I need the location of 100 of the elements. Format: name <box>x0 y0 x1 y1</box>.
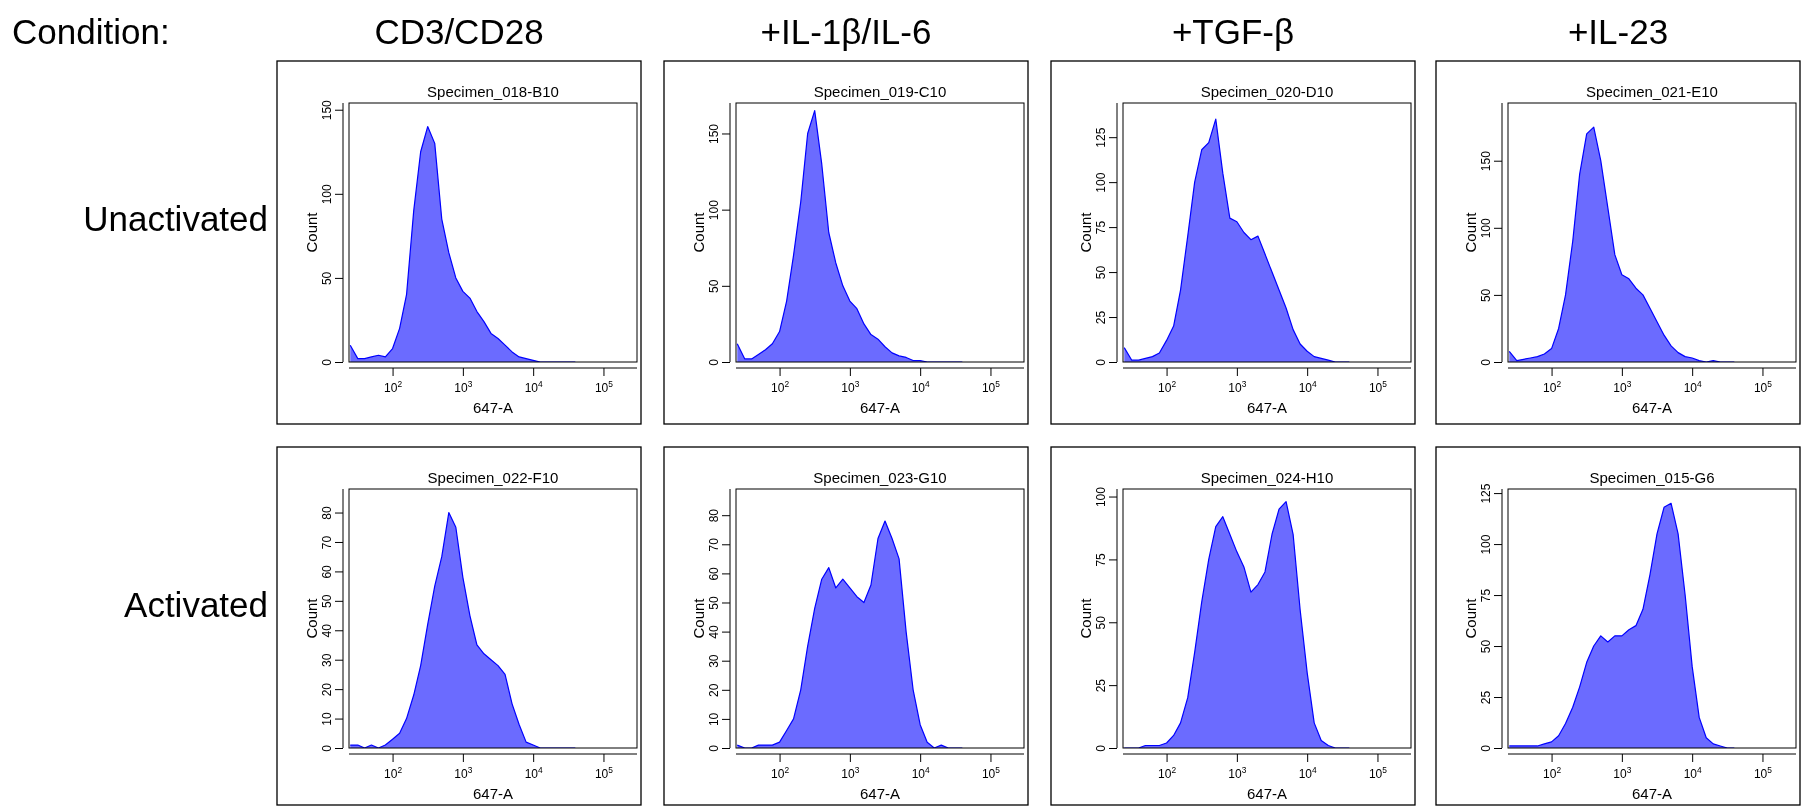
x-tick-label: 10$^{3}$ <box>1613 379 1632 395</box>
y-tick-label: 30 <box>320 653 334 667</box>
x-tick-label: 10$^{3}$ <box>1228 765 1247 781</box>
y-tick-label: 70 <box>707 537 721 552</box>
y-tick-label: 100 <box>1479 534 1493 555</box>
text: +IL-1β/IL-6 <box>760 12 932 51</box>
x-tick-label: 10$^{3}$ <box>454 379 473 395</box>
y-tick-label: 0 <box>320 358 334 366</box>
y-tick-label: 60 <box>707 566 721 581</box>
chart-title: Specimen_019-C10 <box>813 83 947 100</box>
y-tick-label: 0 <box>707 744 721 752</box>
x-tick-label: 10$^{3}$ <box>841 379 860 395</box>
y-tick-label: 20 <box>707 683 721 697</box>
y-tick-label: 80 <box>320 506 334 520</box>
chart-title: Specimen_015-G6 <box>1589 469 1715 486</box>
y-axis-title: Count <box>1462 211 1479 253</box>
y-tick-label: 0 <box>1479 358 1493 366</box>
x-tick-label: 10$^{5}$ <box>594 765 614 781</box>
y-tick-label: 100 <box>1479 217 1493 239</box>
x-tick-label: 10$^{4}$ <box>524 379 544 395</box>
x-tick-label: 10$^{3}$ <box>454 765 473 781</box>
y-tick-label: 0 <box>1094 744 1108 752</box>
x-axis-title: 647-A <box>1631 785 1673 802</box>
x-tick-label: 10$^{4}$ <box>1298 379 1318 395</box>
y-tick-label: 40 <box>320 623 334 638</box>
text: Unactivated <box>83 199 268 238</box>
x-tick-label: 10$^{4}$ <box>911 765 931 781</box>
chart-title: Specimen_020-D10 <box>1200 83 1334 100</box>
x-tick-label: 10$^{5}$ <box>981 379 1001 395</box>
x-tick-label: 10$^{4}$ <box>911 379 931 395</box>
y-tick-label: 50 <box>1094 615 1108 630</box>
y-tick-label: 25 <box>1094 310 1108 325</box>
y-tick-label: 0 <box>707 358 721 366</box>
x-tick-label: 10$^{4}$ <box>1683 379 1703 395</box>
chart-title: Specimen_022-F10 <box>427 469 559 486</box>
y-tick-label: 0 <box>1479 744 1493 752</box>
y-tick-label: 25 <box>1094 678 1108 693</box>
y-tick-label: 50 <box>707 279 721 293</box>
x-axis-title: 647-A <box>1631 399 1673 416</box>
x-tick-label: 10$^{2}$ <box>1543 379 1562 395</box>
text: +IL-23 <box>1567 12 1669 51</box>
y-tick-label: 50 <box>1094 265 1108 280</box>
y-tick-label: 75 <box>1094 552 1108 567</box>
y-axis-title: Count <box>690 211 707 253</box>
y-tick-label: 0 <box>1094 358 1108 366</box>
y-tick-label: 10 <box>707 712 721 727</box>
x-tick-label: 10$^{5}$ <box>594 379 614 395</box>
x-tick-label: 10$^{2}$ <box>771 379 790 395</box>
x-tick-label: 10$^{4}$ <box>1683 765 1703 781</box>
x-tick-label: 10$^{2}$ <box>1158 765 1177 781</box>
y-axis-title: Count <box>690 597 707 639</box>
y-tick-label: 50 <box>1479 639 1493 654</box>
y-tick-label: 60 <box>320 564 334 579</box>
text: Condition: <box>12 12 170 51</box>
x-tick-label: 10$^{2}$ <box>1543 765 1562 781</box>
x-axis-title: 647-A <box>472 399 514 416</box>
chart-title: Specimen_021-E10 <box>1586 83 1718 100</box>
x-tick-label: 10$^{5}$ <box>1368 379 1388 395</box>
x-axis-title: 647-A <box>859 399 901 416</box>
x-axis-title: 647-A <box>859 785 901 802</box>
text: Activated <box>124 585 268 624</box>
y-axis-title: Count <box>303 211 320 253</box>
y-tick-label: 70 <box>320 535 334 550</box>
x-tick-label: 10$^{5}$ <box>1753 379 1773 395</box>
y-axis-title: Count <box>1077 597 1094 639</box>
y-tick-label: 30 <box>707 654 721 668</box>
x-tick-label: 10$^{3}$ <box>1613 765 1632 781</box>
x-tick-label: 10$^{3}$ <box>841 765 860 781</box>
y-tick-label: 100 <box>320 183 334 205</box>
y-tick-label: 20 <box>320 682 334 697</box>
x-tick-label: 10$^{2}$ <box>384 765 403 781</box>
y-axis-title: Count <box>303 597 320 639</box>
y-tick-label: 0 <box>320 744 334 752</box>
y-tick-label: 100 <box>1094 172 1108 193</box>
text: +TGF-β <box>1171 12 1295 51</box>
x-axis-title: 647-A <box>1246 785 1288 802</box>
x-tick-label: 10$^{4}$ <box>1298 765 1318 781</box>
y-tick-label: 100 <box>707 199 721 221</box>
y-tick-label: 125 <box>1479 483 1493 504</box>
text: CD3/CD28 <box>374 12 544 51</box>
y-tick-label: 50 <box>707 596 721 610</box>
x-tick-label: 10$^{2}$ <box>1158 379 1177 395</box>
x-tick-label: 10$^{3}$ <box>1228 379 1247 395</box>
y-axis-title: Count <box>1462 597 1479 639</box>
y-tick-label: 100 <box>1094 486 1108 508</box>
y-tick-label: 80 <box>707 508 721 523</box>
y-tick-label: 150 <box>707 123 721 144</box>
y-tick-label: 125 <box>1094 127 1108 148</box>
y-tick-label: 25 <box>1479 690 1493 705</box>
y-tick-label: 50 <box>1479 288 1493 303</box>
chart-title: Specimen_018-B10 <box>427 83 559 100</box>
x-tick-label: 10$^{4}$ <box>524 765 544 781</box>
x-tick-label: 10$^{5}$ <box>1368 765 1388 781</box>
x-axis-title: 647-A <box>472 785 514 802</box>
x-axis-title: 647-A <box>1246 399 1288 416</box>
y-tick-label: 150 <box>1479 150 1493 172</box>
y-tick-label: 40 <box>707 625 721 639</box>
x-tick-label: 10$^{2}$ <box>384 379 403 395</box>
chart-title: Specimen_024-H10 <box>1200 469 1334 486</box>
x-tick-label: 10$^{2}$ <box>771 765 790 781</box>
